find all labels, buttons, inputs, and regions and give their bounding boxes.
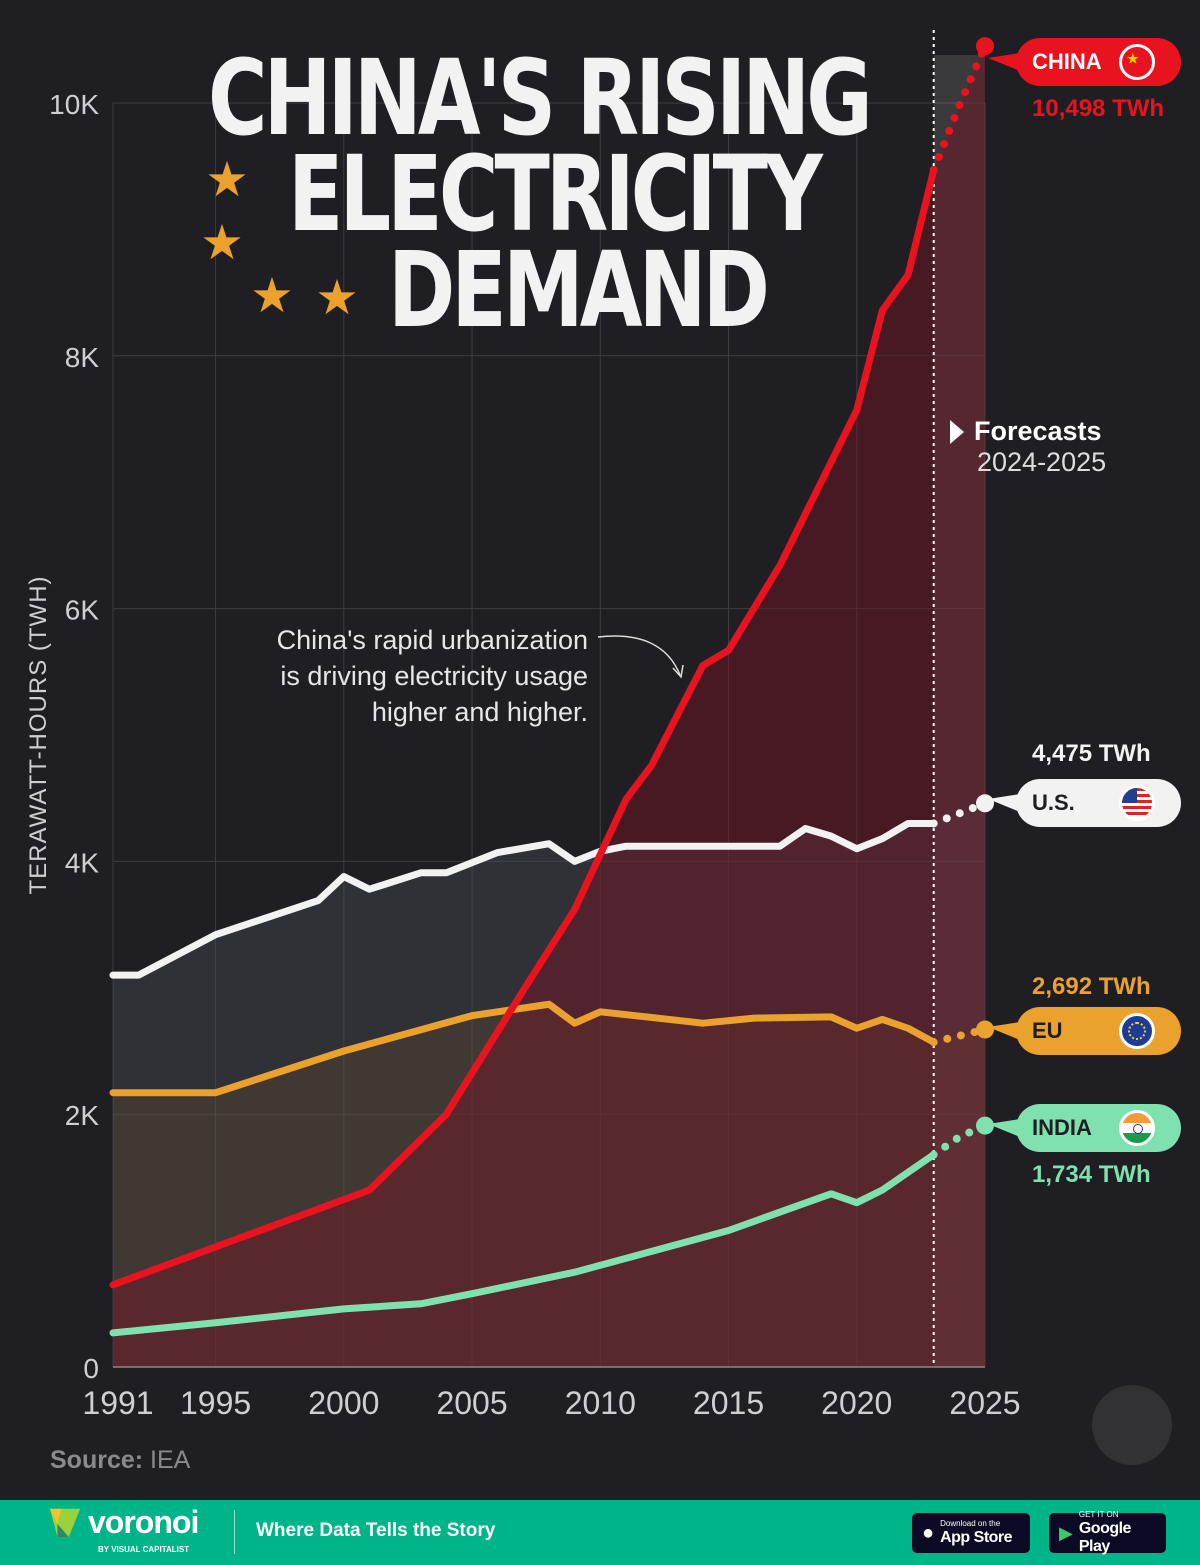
forecast-title: Forecasts [974, 416, 1102, 446]
google-play-icon: ▶ [1059, 1522, 1073, 1543]
forecast-years: 2024-2025 [977, 447, 1107, 477]
tagline: Where Data Tells the Story [256, 1520, 496, 1541]
india-line [109, 1151, 938, 1337]
app-store-button[interactable]: ● Download on the App Store [912, 1513, 1030, 1553]
chart-title-line-3: DEMAND [388, 229, 770, 351]
chart-title-line-2: ELECTRICITY [288, 133, 823, 255]
brand-name: voronoi [88, 1504, 199, 1540]
google-play-button[interactable]: ▶ GET IT ON Google Play [1049, 1510, 1166, 1555]
eu-value: 2,692 TWh [1032, 973, 1151, 1000]
apple-icon: ● [922, 1521, 935, 1544]
y-tick-label: 10K [49, 89, 99, 120]
india-label-name: INDIA [1032, 1115, 1092, 1140]
y-tick-label: 8K [65, 342, 100, 373]
india-label: INDIA [1016, 1104, 1181, 1152]
google-play-label: Google Play [1078, 1520, 1132, 1555]
india-label-pointer [988, 1119, 1020, 1137]
x-tick-label: 1991 [82, 1385, 153, 1421]
y-tick-label: 2K [65, 1100, 100, 1131]
y-axis-label: TERAWATT-HOURS (TWH) [25, 575, 52, 894]
x-tick-label: 2000 [308, 1385, 379, 1421]
annotation-arrow-head [672, 664, 684, 679]
china-label: CHINA ★ [1016, 38, 1181, 86]
y-tick-label: 6K [65, 595, 100, 626]
china-line [109, 166, 938, 1289]
annotation: China's rapid urbanization is driving el… [277, 622, 588, 730]
eu-label-pointer [988, 1022, 1020, 1040]
eu-end-point [976, 1020, 994, 1039]
us-area [113, 803, 985, 1367]
annotation-arrow [597, 635, 681, 676]
x-tick-label: 2015 [693, 1385, 764, 1421]
us-end-point [976, 794, 994, 813]
footer: voronoi BY VISUAL CAPITALIST Where Data … [0, 1500, 1200, 1565]
chart-title-line-1: CHINA'S RISING [208, 37, 873, 159]
us-line [109, 819, 938, 979]
visual-capitalist-watermark-icon [1092, 1385, 1172, 1465]
x-tick-label: 2025 [949, 1385, 1020, 1421]
china-area [113, 46, 985, 1368]
india-value: 1,734 TWh [1032, 1161, 1151, 1188]
annotation-line-3: higher and higher. [371, 697, 588, 727]
china-label-pointer [988, 53, 1020, 71]
eu-line [109, 1000, 938, 1097]
us-label: U.S. [1016, 779, 1181, 827]
voronoi-logo-icon [49, 1508, 81, 1538]
y-tick-label: 0 [83, 1353, 99, 1384]
x-tick-label: 2005 [436, 1385, 507, 1421]
eu-flag-icon [1119, 1013, 1155, 1049]
source-value: IEA [150, 1446, 191, 1474]
us-label-name: U.S. [1032, 790, 1075, 815]
star-icon: ★ [250, 269, 293, 323]
india-flag-icon [1119, 1110, 1155, 1146]
india-forecast-line [929, 1121, 989, 1159]
china-label-name: CHINA [1032, 49, 1102, 74]
star-icon: ★ [205, 153, 248, 207]
us-flag-icon [1119, 785, 1155, 821]
app-store-label: App Store [940, 1529, 1013, 1546]
china-value: 10,498 TWh [1032, 95, 1165, 122]
eu-label: EU [1016, 1007, 1181, 1055]
china-flag-icon: ★ [1119, 44, 1155, 80]
star-icon: ★ [315, 271, 358, 325]
brand-sub: BY VISUAL CAPITALIST [98, 1545, 190, 1554]
source: Source: IEA [50, 1446, 190, 1475]
annotation-line-2: is driving electricity usage [280, 661, 588, 691]
china-forecast-line [929, 42, 989, 174]
forecast-label: Forecasts 2024-2025 [950, 416, 1106, 478]
eu-area [113, 1004, 985, 1367]
us-label-pointer [988, 794, 1020, 812]
google-play-small: GET IT ON [1078, 1510, 1119, 1519]
china-end-point [976, 37, 994, 56]
india-end-point [976, 1116, 994, 1135]
app-store-small: Download on the [940, 1519, 1001, 1528]
x-tick-label: 1995 [180, 1385, 251, 1421]
voronoi-logo[interactable]: voronoi [48, 1504, 199, 1540]
us-value: 4,475 TWh [1032, 740, 1151, 767]
eu-label-name: EU [1032, 1018, 1063, 1043]
x-tick-label: 2020 [821, 1385, 892, 1421]
source-label: Source: [50, 1446, 144, 1474]
us-forecast-line [929, 799, 989, 828]
x-tick-label: 2010 [565, 1385, 636, 1421]
annotation-line-1: China's rapid urbanization [276, 625, 588, 655]
y-tick-label: 4K [65, 847, 100, 878]
star-icon: ★ [200, 216, 243, 270]
footer-divider [234, 1510, 235, 1554]
play-triangle-icon [950, 419, 964, 444]
